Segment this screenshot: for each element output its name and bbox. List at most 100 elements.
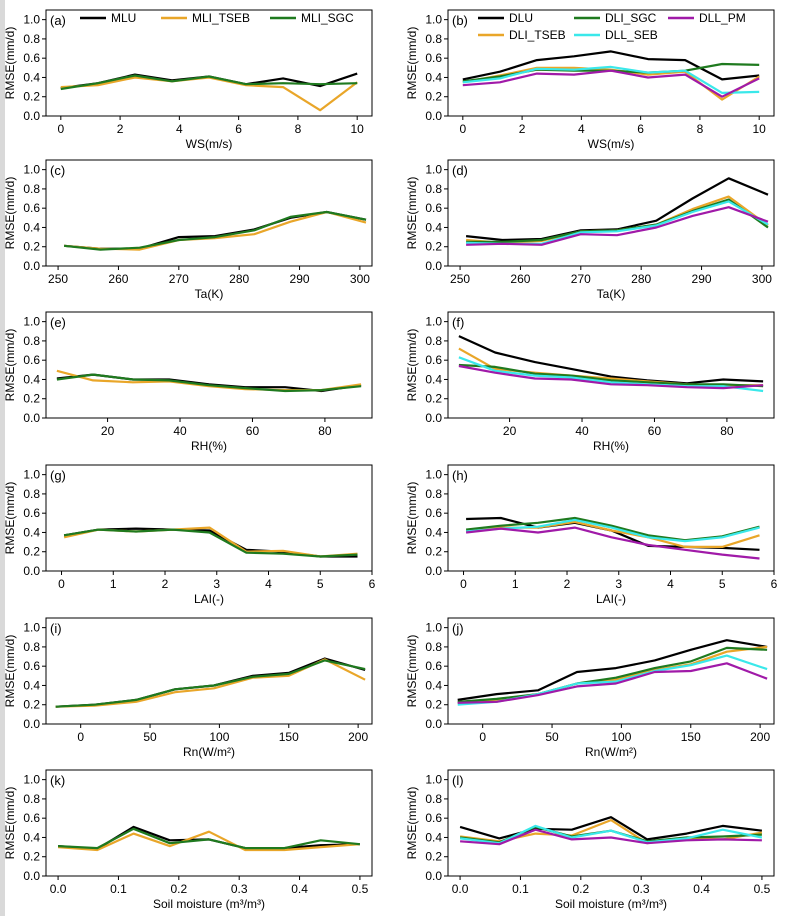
panel-label: (d) xyxy=(452,163,468,178)
series-line-dlu xyxy=(459,816,763,841)
x-tick-label: 3 xyxy=(213,577,220,591)
y-tick-label: 0.8 xyxy=(425,334,442,348)
x-tick-label: 280 xyxy=(631,272,651,286)
y-tick-label: 0.8 xyxy=(425,792,442,806)
series-line-mli-tseb xyxy=(58,830,360,852)
panel-label: (g) xyxy=(50,468,66,483)
chart-panel-a: 0.0 0.2 0.4 0.6 0.8 1.0 0 2 4 6 8 10 WS(m/s) RMSE(mm/… xyxy=(3,9,373,151)
y-tick-label: 0.4 xyxy=(23,525,40,539)
x-tick-label: 270 xyxy=(169,272,189,286)
x-tick-label: 4 xyxy=(265,577,272,591)
chart-panel-f: 0.0 0.2 0.4 0.6 0.8 1.0 20 40 60 80 RH(%) RMSE(mm/d… xyxy=(405,311,775,453)
y-tick-label: 1.0 xyxy=(23,468,40,482)
x-tick-label: 260 xyxy=(510,272,530,286)
y-axis-label: RMSE(mm/d) xyxy=(3,27,17,100)
y-tick-label: 0.8 xyxy=(425,487,442,501)
legend-label-dll-seb: DLL_SEB xyxy=(605,28,658,42)
y-tick-label: 0.8 xyxy=(425,182,442,196)
x-tick-label: 50 xyxy=(143,730,157,744)
y-axis-label: RMSE(mm/d) xyxy=(3,787,17,860)
y-tick-label: 0.4 xyxy=(23,70,40,84)
y-tick-label: 0.6 xyxy=(425,353,442,367)
x-tick-label: 0.5 xyxy=(754,882,771,896)
y-tick-label: 0.6 xyxy=(425,51,442,65)
plot-frame xyxy=(447,311,775,419)
x-tick-label: 6 xyxy=(369,577,376,591)
y-tick-label: 0.2 xyxy=(425,850,442,864)
x-tick-label: 0 xyxy=(479,730,486,744)
chart-panel-b: 0.0 0.2 0.4 0.6 0.8 1.0 0 2 4 6 8 10 WS(m/s) RMSE(mm/… xyxy=(405,9,775,151)
x-tick-label: 2 xyxy=(564,577,571,591)
series-line-dll-pm xyxy=(466,206,769,246)
x-tick-label: 5 xyxy=(719,577,726,591)
x-tick-label: 5 xyxy=(317,577,324,591)
panel-label: (l) xyxy=(452,773,464,788)
x-tick-label: 4 xyxy=(176,122,183,136)
legend-label-dlu: DLU xyxy=(509,11,533,25)
series-line-dlu xyxy=(457,639,768,701)
y-tick-label: 0.2 xyxy=(23,850,40,864)
y-tick-label: 0.0 xyxy=(23,411,40,425)
y-tick-label: 0.0 xyxy=(23,259,40,273)
x-tick-label: 6 xyxy=(771,577,778,591)
x-tick-label: 1 xyxy=(110,577,117,591)
x-tick-label: 8 xyxy=(295,122,302,136)
x-tick-label: 150 xyxy=(279,730,299,744)
y-tick-label: 0.2 xyxy=(23,240,40,254)
x-tick-label: 10 xyxy=(753,122,767,136)
x-axis-label: RH(%) xyxy=(191,439,227,453)
chart-panel-c: 0.0 0.2 0.4 0.6 0.8 1.0 250 260 270 280 290 300 Ta(K… xyxy=(3,159,373,301)
series-line-dll-seb xyxy=(458,356,764,393)
series-line-dll-pm xyxy=(462,69,760,98)
y-tick-label: 0.2 xyxy=(23,698,40,712)
y-tick-label: 0.4 xyxy=(425,372,442,386)
x-tick-label: 20 xyxy=(101,424,115,438)
y-tick-label: 0.8 xyxy=(23,487,40,501)
y-tick-label: 1.0 xyxy=(23,163,40,177)
x-tick-label: 200 xyxy=(750,730,770,744)
y-tick-label: 1.0 xyxy=(425,468,442,482)
x-tick-label: 0.0 xyxy=(452,882,469,896)
y-tick-label: 1.0 xyxy=(425,163,442,177)
y-tick-label: 0.2 xyxy=(23,545,40,559)
plot-frame xyxy=(45,464,373,572)
chart-panel-k: 0.0 0.2 0.4 0.6 0.8 1.0 0.0 0.1 0.2 0.3 0.4 0.5 Soil… xyxy=(3,769,373,911)
y-tick-label: 0.4 xyxy=(425,678,442,692)
y-tick-label: 0.6 xyxy=(23,51,40,65)
y-tick-label: 0.2 xyxy=(425,698,442,712)
panel-label: (j) xyxy=(452,621,464,636)
y-tick-label: 0.0 xyxy=(23,869,40,883)
panel-label: (i) xyxy=(50,621,62,636)
y-tick-label: 0.6 xyxy=(425,811,442,825)
x-axis-label: LAI(-) xyxy=(194,592,224,606)
x-tick-label: 4 xyxy=(578,122,585,136)
x-tick-label: 300 xyxy=(350,272,370,286)
x-tick-label: 100 xyxy=(611,730,631,744)
y-tick-label: 0.0 xyxy=(425,717,442,731)
y-tick-label: 0.6 xyxy=(23,659,40,673)
chart-panel-h: 0.0 0.2 0.4 0.6 0.8 1.0 0 1 2 3 4 5 6 LAI(-) RMSE(mm/d… xyxy=(405,464,778,606)
x-tick-label: 0 xyxy=(58,577,65,591)
series-line-dll-seb xyxy=(466,518,760,543)
y-axis-label: RMSE(mm/d) xyxy=(405,177,419,250)
y-tick-label: 0.4 xyxy=(23,220,40,234)
y-tick-label: 1.0 xyxy=(23,773,40,787)
x-tick-label: 40 xyxy=(575,424,589,438)
x-tick-label: 250 xyxy=(450,272,470,286)
legend-label-dli-sgc: DLI_SGC xyxy=(605,11,657,25)
y-tick-label: 0.0 xyxy=(425,869,442,883)
series-line-dli-sgc xyxy=(457,646,768,703)
y-tick-label: 0.8 xyxy=(23,32,40,46)
y-axis-label: RMSE(mm/d) xyxy=(405,329,419,402)
x-tick-label: 290 xyxy=(290,272,310,286)
x-axis-label: RH(%) xyxy=(593,439,629,453)
y-tick-label: 0.2 xyxy=(425,240,442,254)
x-axis-label: Soil moisture (m³/m³) xyxy=(153,897,265,911)
panel-label: (e) xyxy=(50,315,66,330)
y-tick-label: 0.8 xyxy=(23,182,40,196)
x-axis-label: Ta(K) xyxy=(195,287,224,301)
x-tick-label: 20 xyxy=(503,424,517,438)
y-tick-label: 0.0 xyxy=(425,109,442,123)
x-tick-label: 0.1 xyxy=(512,882,529,896)
x-tick-label: 60 xyxy=(648,424,662,438)
